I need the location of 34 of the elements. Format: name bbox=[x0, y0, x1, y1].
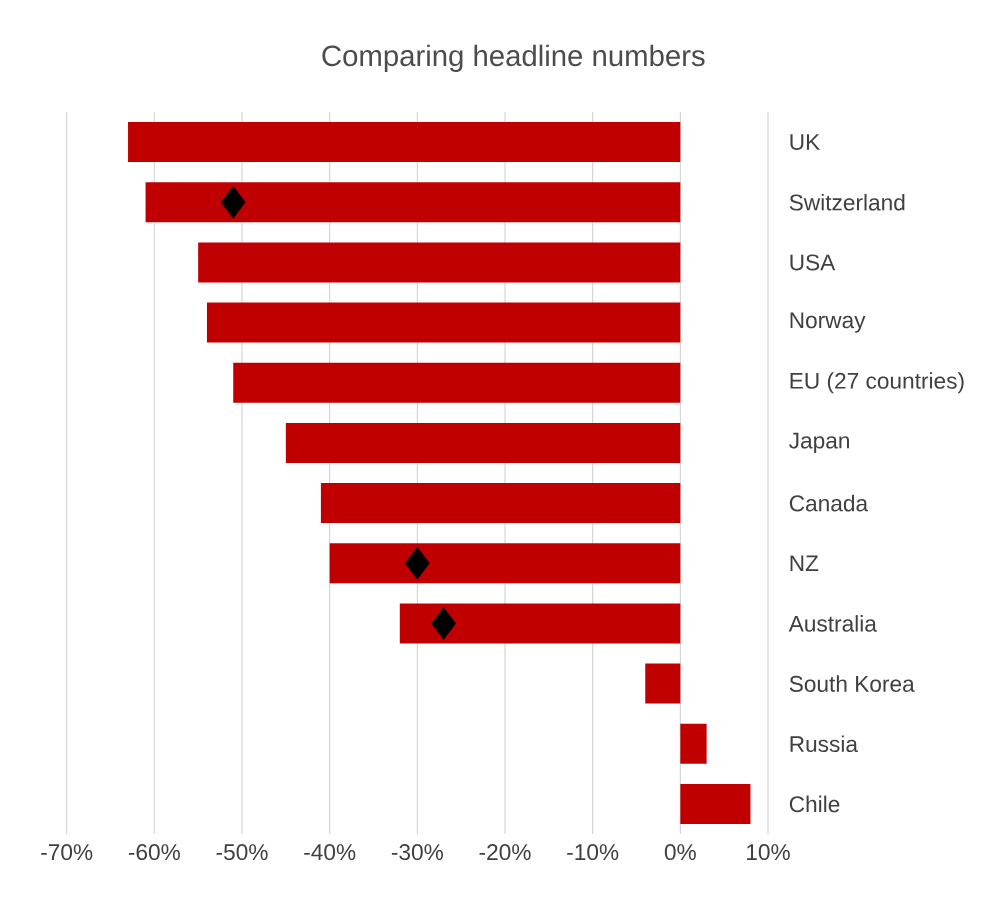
bar bbox=[320, 483, 681, 524]
x-tick-label: 10% bbox=[747, 844, 790, 861]
bar bbox=[128, 122, 681, 163]
bar bbox=[233, 362, 681, 403]
bar bbox=[680, 783, 751, 824]
x-tick-label: -30% bbox=[391, 844, 443, 861]
y-tick-label: South Korea bbox=[789, 675, 915, 692]
y-tick-label: Norway bbox=[790, 312, 866, 333]
bar bbox=[145, 182, 681, 223]
chart-title: Comparing headline numbers bbox=[322, 44, 705, 72]
x-tick-label: -40% bbox=[304, 844, 356, 861]
x-tick-label: -20% bbox=[479, 844, 531, 861]
y-tick-label: Russia bbox=[790, 735, 858, 753]
y-tick-label: Australia bbox=[788, 615, 877, 632]
y-tick-label: Japan bbox=[789, 432, 849, 454]
y-tick-label: NZ bbox=[790, 555, 819, 572]
x-tick-label: -70% bbox=[41, 844, 93, 861]
y-tick-label: Canada bbox=[789, 494, 869, 512]
x-tick-label: -60% bbox=[128, 844, 180, 861]
bar bbox=[285, 422, 681, 463]
x-tick-label: 0% bbox=[664, 844, 696, 861]
bar bbox=[399, 603, 681, 644]
x-tick-label: -10% bbox=[567, 844, 619, 861]
bar bbox=[206, 302, 681, 343]
y-tick-label: EU (27 countries) bbox=[790, 372, 964, 394]
y-tick-label: USA bbox=[790, 254, 836, 271]
y-tick-label: UK bbox=[790, 134, 820, 150]
x-tick-label: -50% bbox=[216, 844, 268, 861]
y-tick-label: Chile bbox=[789, 795, 840, 813]
bar bbox=[198, 242, 681, 283]
y-tick-label: Switzerland bbox=[789, 193, 905, 211]
bar bbox=[645, 663, 681, 704]
bar bbox=[329, 543, 681, 584]
bar bbox=[680, 723, 707, 764]
